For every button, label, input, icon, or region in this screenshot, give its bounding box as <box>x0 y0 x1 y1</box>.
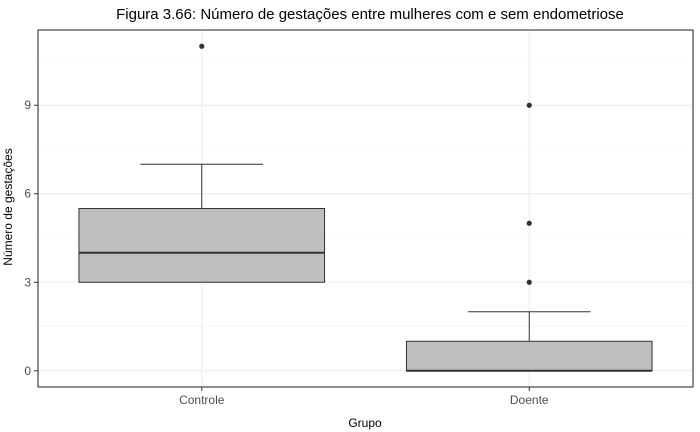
x-tick-label: Doente <box>510 393 549 407</box>
y-tick-label: 9 <box>24 98 31 112</box>
chart-title: Figura 3.66: Número de gestações entre m… <box>116 6 624 23</box>
box-group-controle <box>78 43 326 283</box>
outlier-point <box>526 102 532 108</box>
y-axis-title: Número de gestações <box>1 148 15 265</box>
outlier-point <box>199 43 205 49</box>
boxes <box>78 43 653 372</box>
iqr-box <box>78 208 326 283</box>
y-tick-label: 0 <box>24 364 31 378</box>
y-tick-label: 6 <box>24 187 31 201</box>
x-axis-title: Grupo <box>348 416 382 430</box>
x-axis: Controle Doente <box>179 387 549 407</box>
outlier-point <box>526 220 532 226</box>
iqr-box <box>405 340 653 372</box>
plot-panel <box>37 29 694 388</box>
outlier-point <box>526 279 532 285</box>
y-tick-label: 3 <box>24 275 31 289</box>
y-axis: 0 3 6 9 <box>24 98 38 378</box>
x-tick-label: Controle <box>179 393 225 407</box>
box-group-doente <box>405 102 653 372</box>
